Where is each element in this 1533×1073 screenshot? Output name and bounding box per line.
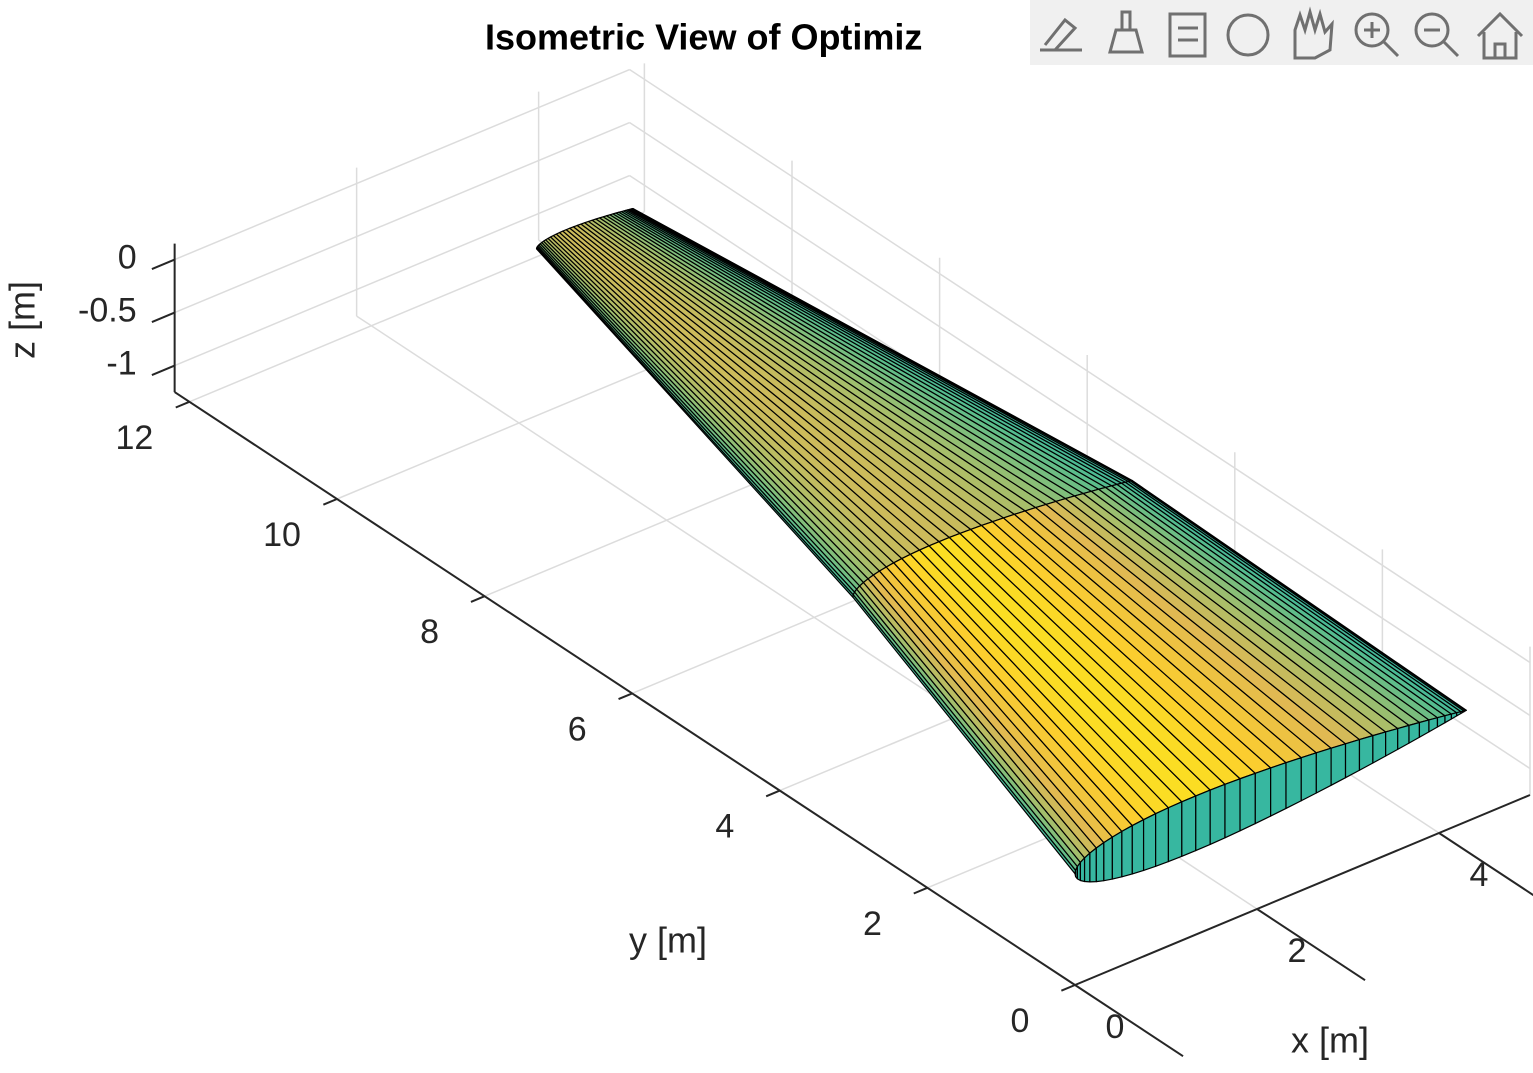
- chart-title: Isometric View of Optimiz: [485, 17, 922, 58]
- y-tick: [323, 499, 337, 505]
- y-axis-label: y [m]: [629, 920, 707, 961]
- root-cap-panel: [1240, 773, 1255, 831]
- y-tick: [176, 402, 190, 408]
- root-cap-panel: [1386, 729, 1398, 756]
- root-cap-panel: [1398, 725, 1409, 749]
- y-tick-label: 12: [115, 419, 153, 457]
- root-cap-panel: [1451, 713, 1456, 719]
- y-tick: [619, 693, 633, 699]
- root-cap-panel: [1225, 779, 1240, 838]
- x-tick: [1075, 985, 1183, 1056]
- root-cap-panel: [1096, 843, 1104, 882]
- root-cap-panel: [1419, 720, 1429, 737]
- y-tick-label: 2: [863, 905, 882, 943]
- y-tick-label: 4: [715, 808, 734, 846]
- y-tick-label: 0: [1011, 1002, 1030, 1040]
- root-cap-panel: [1316, 748, 1331, 793]
- root-cap-panel: [1286, 758, 1301, 809]
- y-tick-label: 6: [568, 710, 587, 748]
- surface: [537, 209, 1467, 882]
- root-cap-panel: [1112, 831, 1122, 879]
- z-axis-label: z [m]: [2, 281, 43, 359]
- root-cap-panel: [1085, 853, 1090, 882]
- root-cap-panel: [1255, 768, 1270, 824]
- root-cap-panel: [1122, 826, 1132, 877]
- x-tick-label: 4: [1470, 856, 1489, 894]
- z-tick-label: 0: [118, 239, 137, 277]
- x-tick: [1257, 909, 1365, 980]
- root-cap-panel: [1104, 837, 1113, 881]
- x-tick-label: 2: [1288, 932, 1307, 970]
- root-cap-panel: [1210, 784, 1225, 844]
- z-tick: [152, 366, 175, 376]
- root-cap-panel: [1457, 712, 1461, 716]
- root-cap-panel: [1168, 802, 1181, 862]
- toolbar: [1030, 0, 1533, 65]
- root-cap-panel: [1445, 714, 1451, 723]
- root-cap-panel: [1409, 723, 1419, 744]
- y-tick-label: 10: [263, 516, 301, 554]
- z-tick: [152, 260, 175, 270]
- z-tick: [152, 313, 175, 323]
- root-cap-panel: [1196, 790, 1210, 851]
- root-cap-panel: [1271, 763, 1286, 816]
- grid-line: [175, 123, 630, 313]
- x-tick-label: 0: [1106, 1008, 1125, 1046]
- root-cap-panel: [1144, 814, 1156, 871]
- root-cap-panel: [1132, 820, 1143, 874]
- y-tick-label: 8: [420, 613, 439, 651]
- root-cap-panel: [1301, 753, 1316, 801]
- root-cap-panel: [1429, 718, 1438, 732]
- root-cap-panel: [1090, 848, 1096, 882]
- root-cap-panel: [1346, 740, 1360, 778]
- y-tick: [471, 596, 485, 602]
- root-cap-panel: [1331, 744, 1345, 786]
- root-cap-panel: [1373, 732, 1386, 763]
- z-tick-label: -1: [106, 345, 136, 383]
- root-cap-panel: [1359, 736, 1372, 771]
- root-cap-panel: [1437, 716, 1445, 727]
- root-cap-panel: [1182, 796, 1196, 856]
- y-tick: [1061, 985, 1075, 991]
- root-cap-panel: [1156, 808, 1169, 867]
- y-tick: [914, 888, 928, 894]
- x-axis-label: x [m]: [1291, 1020, 1369, 1061]
- y-tick: [766, 791, 780, 797]
- root-cap-panel: [1080, 858, 1084, 882]
- z-tick-label: -0.5: [78, 292, 137, 330]
